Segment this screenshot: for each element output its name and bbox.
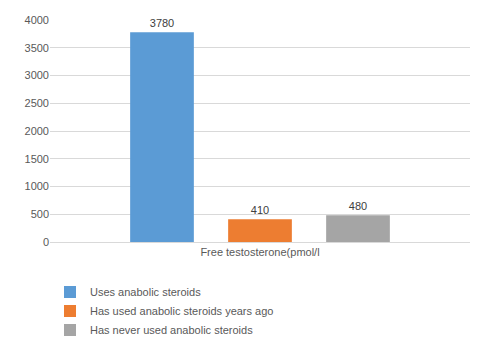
svg-text:Free testosterone(pmol/l: Free testosterone(pmol/l (200, 246, 319, 258)
svg-text:480: 480 (349, 200, 367, 212)
svg-text:0: 0 (43, 236, 49, 248)
svg-text:3000: 3000 (25, 69, 49, 81)
svg-text:2500: 2500 (25, 97, 49, 109)
svg-text:3500: 3500 (25, 42, 49, 54)
svg-text:500: 500 (31, 208, 49, 220)
svg-text:410: 410 (251, 204, 269, 216)
svg-text:2000: 2000 (25, 125, 49, 137)
svg-text:1500: 1500 (25, 153, 49, 165)
svg-text:Has used anabolic steroids yea: Has used anabolic steroids years ago (90, 305, 273, 317)
svg-text:Has never used anabolic steroi: Has never used anabolic steroids (90, 324, 253, 336)
svg-text:3780: 3780 (150, 17, 174, 29)
svg-text:Uses anabolic steroids: Uses anabolic steroids (90, 286, 201, 298)
svg-text:4000: 4000 (25, 14, 49, 26)
svg-text:1000: 1000 (25, 180, 49, 192)
